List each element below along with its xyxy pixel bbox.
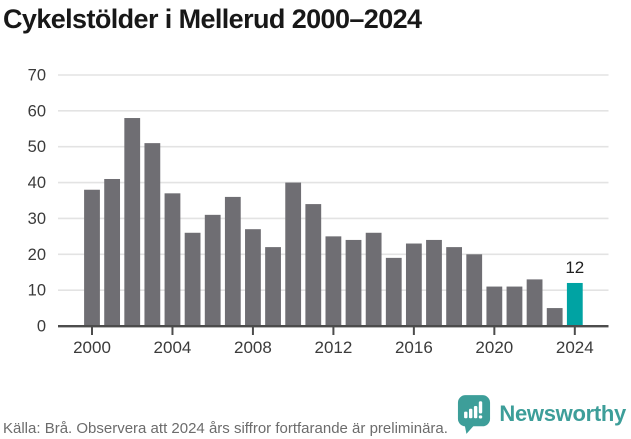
source-note: Källa: Brå. Observera att 2024 års siffr… <box>3 419 448 437</box>
bar-2024 <box>566 282 583 326</box>
bar-2017 <box>426 239 442 326</box>
bar-2019 <box>466 254 483 326</box>
x-axis-line <box>58 325 609 328</box>
bar-2023 <box>546 308 563 326</box>
bar-2008 <box>245 229 261 326</box>
bar-2015 <box>385 257 402 326</box>
y-tick-label-60: 60 <box>28 102 46 120</box>
bar-2018 <box>446 247 463 326</box>
bar-2011 <box>305 204 322 326</box>
y-tick-label-50: 50 <box>28 138 46 156</box>
bar-2022 <box>526 279 543 326</box>
bar-2016 <box>405 243 422 326</box>
brand-name: Newsworthy <box>499 401 626 426</box>
bar-2002 <box>124 118 141 326</box>
bar-chart-glyph <box>464 401 483 419</box>
bar-2004 <box>164 193 181 326</box>
newsworthy-icon <box>458 395 491 434</box>
x-tick-label-2008: 2008 <box>234 338 272 357</box>
x-tick-label-2004: 2004 <box>154 338 192 357</box>
bar-2005 <box>184 232 201 326</box>
y-tick-label-0: 0 <box>37 318 46 336</box>
x-tick-label-2012: 2012 <box>314 338 352 357</box>
highlight-value-label: 12 <box>565 258 584 277</box>
y-tick-label-70: 70 <box>28 67 46 85</box>
x-tick-label-2000: 2000 <box>73 338 111 357</box>
newsworthy-logo: Newsworthy <box>457 394 626 434</box>
bar-2000 <box>84 189 100 326</box>
y-tick-label-40: 40 <box>28 174 46 192</box>
bar-2014 <box>365 232 382 326</box>
bar-2007 <box>224 196 241 326</box>
bar-2021 <box>506 286 523 326</box>
chart-title: Cykelstölder i Mellerud 2000–2024 <box>3 4 422 34</box>
bar-2010 <box>285 182 302 326</box>
bar-2001 <box>104 178 121 326</box>
y-tick-label-10: 10 <box>28 282 46 300</box>
x-tick-label-2024: 2024 <box>556 338 594 357</box>
y-tick-label-20: 20 <box>28 246 46 264</box>
bar-2020 <box>486 286 503 326</box>
bar-2009 <box>265 247 281 326</box>
x-tick-label-2016: 2016 <box>395 338 433 357</box>
bar-2003 <box>144 143 161 326</box>
bar-2013 <box>345 239 362 326</box>
bar-2006 <box>204 214 221 326</box>
x-tick-label-2020: 2020 <box>475 338 513 357</box>
bar-2012 <box>325 236 342 326</box>
y-tick-label-30: 30 <box>28 210 46 228</box>
